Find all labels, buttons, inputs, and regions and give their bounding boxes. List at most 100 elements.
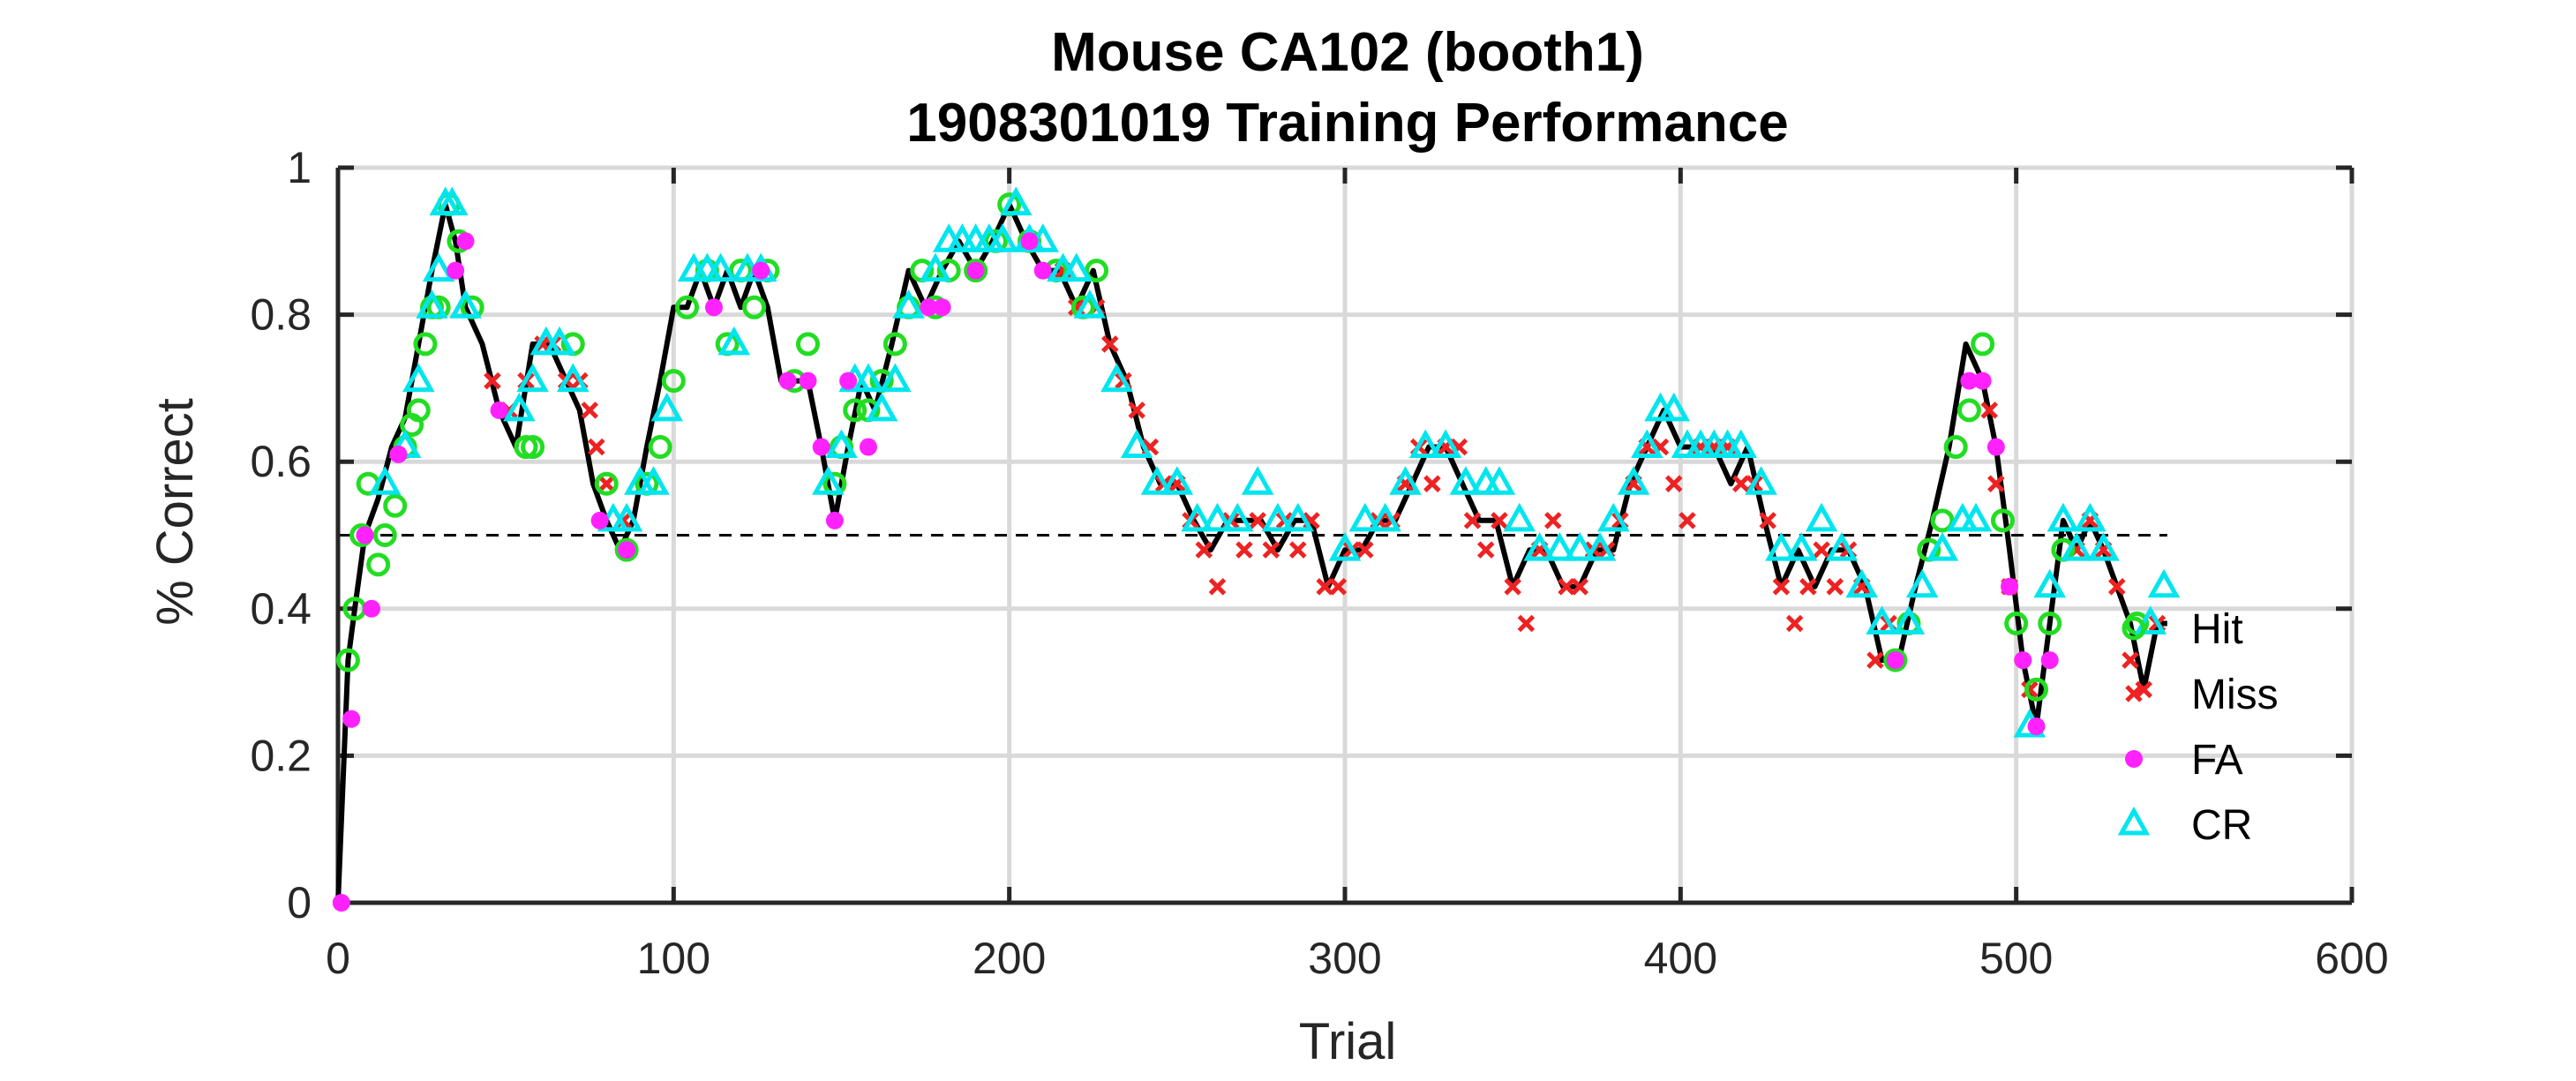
cr-marker (2047, 502, 2080, 532)
fa-marker (752, 261, 770, 280)
fa-marker (839, 372, 858, 390)
miss-marker (1463, 512, 1482, 529)
fa-marker (2014, 651, 2032, 670)
fa-marker (389, 445, 408, 463)
cr-marker (1281, 502, 1315, 532)
hit-marker (413, 332, 438, 357)
miss-marker (1799, 578, 1817, 596)
fa-marker (1973, 372, 1992, 390)
miss-marker (1128, 402, 1145, 419)
hit-marker (1883, 648, 1908, 672)
hit-marker (1930, 508, 1955, 533)
cr-marker (1140, 466, 1174, 495)
miss-marker (1759, 512, 1776, 529)
miss-marker (1987, 475, 2005, 492)
fa-marker (342, 709, 361, 728)
hit-marker (521, 435, 545, 460)
cr-marker (1866, 605, 1898, 634)
miss-marker (1288, 541, 1307, 559)
cr-marker (892, 289, 925, 319)
hit-marker (795, 332, 820, 357)
hit-marker (1943, 435, 1968, 460)
y-tick-label: 0.6 (250, 437, 312, 486)
fa-marker (332, 894, 350, 912)
miss-marker (1558, 578, 1575, 596)
fa-marker (456, 232, 475, 251)
miss-marker (581, 402, 599, 419)
cr-marker (1805, 502, 1838, 532)
cr-marker (1657, 392, 1690, 422)
miss-marker (1101, 335, 1119, 353)
cr-marker (1000, 186, 1033, 216)
cr-marker (1369, 502, 1401, 532)
cr-marker (1060, 252, 1093, 282)
miss-marker (1571, 578, 1588, 596)
hit-marker (1971, 332, 1995, 357)
cr-marker (1181, 502, 1213, 532)
y-tick-label: 0.8 (250, 290, 312, 340)
miss-marker (1679, 512, 1696, 529)
cr-marker (1449, 466, 1483, 495)
miss-marker (1235, 541, 1253, 559)
fa-series (332, 232, 2059, 912)
x-tick-label: 300 (1308, 934, 1381, 983)
chart-title-line-1: Mouse CA102 (booth1) (1051, 22, 1644, 83)
fa-marker (920, 298, 938, 317)
fa-marker (933, 298, 951, 317)
legend-label-fa: FA (2191, 737, 2243, 784)
miss-marker (1476, 541, 1495, 559)
hit-marker (366, 552, 391, 577)
cr-marker (1429, 429, 1462, 459)
cr-marker (2074, 502, 2107, 532)
fa-marker (447, 261, 465, 280)
chart-title-line-2: 1908301019 Training Performance (906, 93, 1788, 154)
cr-marker (825, 429, 858, 459)
cr-series (368, 186, 2181, 738)
hit-marker (1085, 259, 1109, 283)
cr-marker (1926, 532, 1959, 561)
y-tick-label: 0 (287, 878, 312, 927)
cr-marker (1892, 605, 1926, 634)
miss-marker (1517, 614, 1536, 633)
cr-marker (1784, 532, 1818, 561)
cr-marker (919, 252, 952, 282)
cr-marker (2087, 532, 2120, 561)
cr-marker (503, 392, 536, 422)
cr-marker (1724, 429, 1758, 459)
y-tick-label: 0.4 (250, 584, 312, 634)
x-tick-label: 0 (326, 934, 350, 983)
hit-marker (2038, 611, 2062, 635)
cr-marker (865, 392, 898, 422)
x-tick-label: 400 (1644, 934, 1717, 983)
fa-marker (825, 511, 844, 529)
hit-marker (882, 332, 907, 357)
hit-marker (1990, 508, 2015, 533)
performance-curve (335, 201, 2167, 904)
fa-marker (859, 438, 877, 456)
legend-item-fa: FA (2125, 737, 2243, 784)
hit-marker (742, 295, 767, 319)
fa-marker (618, 541, 636, 559)
cr-marker (1389, 466, 1422, 495)
cr-marker (1120, 429, 1153, 459)
cr-marker (986, 223, 1019, 252)
miss-marker (1544, 512, 1562, 529)
hit-marker (1956, 398, 1981, 423)
fa-marker (363, 599, 381, 618)
cr-marker (1959, 502, 1993, 532)
legend-label-cr: CR (2191, 802, 2252, 849)
trial-markers (332, 186, 2181, 912)
fa-marker (2040, 651, 2059, 670)
fa-marker (799, 372, 817, 390)
cr-marker (516, 363, 549, 393)
x-tick-label: 200 (973, 934, 1046, 983)
hit-marker (2024, 677, 2048, 702)
cr-marker (449, 289, 482, 319)
cr-marker (1765, 532, 1798, 561)
miss-marker (1491, 512, 1508, 529)
legend-label-hit: Hit (2191, 606, 2243, 653)
hit-marker (594, 471, 619, 496)
hit-marker (2004, 611, 2029, 635)
miss-legend-marker (2125, 685, 2143, 702)
cr-marker (1483, 466, 1516, 495)
